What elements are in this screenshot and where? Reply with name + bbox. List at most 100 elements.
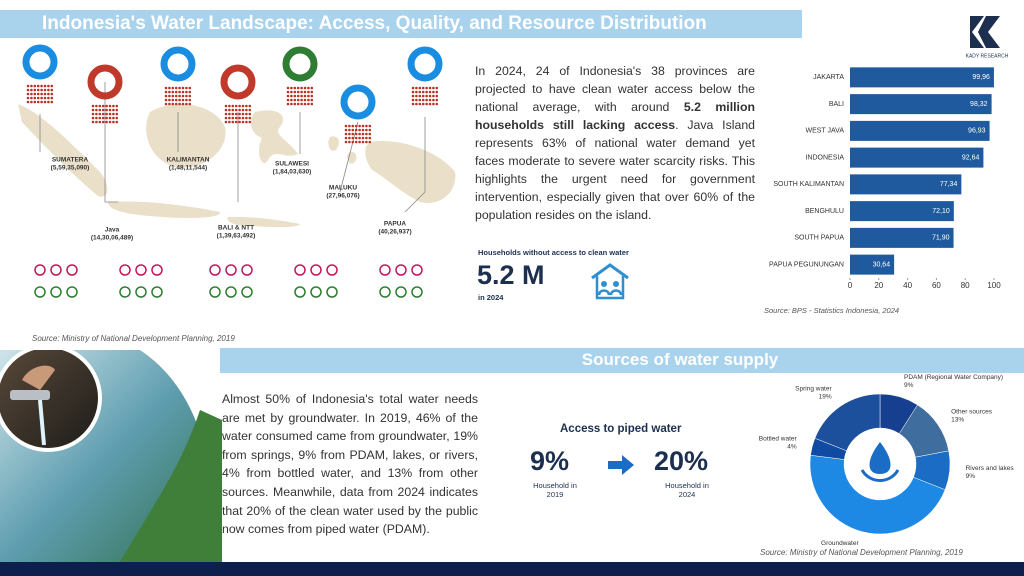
bar — [850, 147, 984, 168]
indicator-dot — [105, 120, 108, 124]
indicator-dot — [418, 86, 422, 90]
indicator-dot — [368, 140, 372, 144]
indicator-dot — [228, 104, 231, 108]
indicator-dot — [248, 104, 252, 108]
indicator-dot — [428, 98, 432, 102]
indicator-dot — [33, 84, 37, 88]
indicator-dot — [224, 112, 228, 116]
indicator-dot — [115, 116, 119, 120]
indicator-dot — [171, 98, 175, 102]
region-population: (40,26,937) — [378, 229, 411, 236]
indicator-dot — [26, 100, 30, 104]
indicator-dot — [112, 120, 115, 124]
indicator-dot — [164, 98, 168, 102]
indicator-dot — [101, 120, 105, 124]
indicator-dot — [296, 102, 300, 106]
indicator-dot — [43, 92, 47, 96]
intro-text: . Java Island represents 63% of national… — [475, 118, 755, 222]
indicator-icon — [135, 286, 147, 298]
indicator-dot — [238, 108, 241, 112]
region-population: (5,59,35,090) — [51, 165, 90, 172]
indicator-dot — [300, 94, 303, 98]
value-label: 30,64 — [873, 261, 891, 268]
arrow — [608, 455, 634, 475]
indicator-dot — [47, 84, 50, 88]
indicator-dot — [95, 116, 98, 120]
indicator-dot — [303, 90, 307, 94]
indicator-dot — [224, 116, 228, 120]
indicator-dot — [178, 94, 181, 98]
indicator-dot — [185, 98, 188, 102]
slice-name: Spring water — [795, 386, 832, 393]
indicator-dot — [421, 90, 425, 94]
indicator-icon — [241, 286, 253, 298]
indicator-dot — [26, 88, 30, 92]
indicator-dot — [224, 120, 228, 124]
indicator-dot — [181, 94, 185, 98]
indicator-dot — [40, 84, 43, 88]
indicator-dot — [248, 116, 252, 120]
region-name: SUMATERA — [52, 157, 89, 164]
indicator-icon — [241, 264, 253, 276]
indicator-dot — [188, 90, 192, 94]
indicator-dot — [348, 128, 351, 132]
x-tick-label: 60 — [932, 281, 941, 290]
indicator-dot — [101, 112, 105, 116]
indicator-dot — [181, 98, 185, 102]
intro-highlight: 5.2 million households still lacking acc… — [475, 100, 755, 132]
indicator-dot — [361, 128, 365, 132]
slice-name: Bottled water — [759, 435, 798, 442]
indicator-dot — [26, 96, 30, 100]
indicator-dot — [432, 86, 435, 90]
indicator-dot — [181, 90, 185, 94]
indicator-dot — [105, 112, 108, 116]
indicator-dot — [432, 102, 435, 106]
indicator-dot — [344, 132, 348, 136]
indicator-dot — [168, 86, 171, 90]
slice-value: 19% — [819, 394, 832, 401]
indicator-icon — [66, 264, 78, 276]
indicator-dot — [351, 140, 355, 144]
region-name: KALIMANTAN — [167, 157, 210, 164]
indicator-dot — [425, 86, 428, 90]
indicator-dot — [43, 84, 47, 88]
indicator-dot — [43, 88, 47, 92]
indicator-dot — [40, 92, 43, 96]
indicator-icon — [379, 286, 391, 298]
indicator-dot — [428, 86, 432, 90]
indicator-dot — [354, 140, 358, 144]
indicator-dot — [368, 132, 372, 136]
indicator-dot — [43, 96, 47, 100]
indicator-dot — [43, 100, 47, 104]
bar — [850, 67, 994, 88]
indicator-dot — [365, 128, 368, 132]
indicator-dot — [418, 102, 422, 106]
indicator-dot — [368, 124, 372, 128]
indicator-dot — [112, 112, 115, 116]
slice-value: 4% — [787, 443, 797, 450]
indicator-icon — [209, 264, 221, 276]
indicator-dot — [101, 108, 105, 112]
indicator-dot — [241, 108, 245, 112]
bar — [850, 254, 895, 275]
indicator-icon — [225, 264, 237, 276]
indicator-dot — [185, 94, 188, 98]
indicator-dot — [185, 102, 188, 106]
indicator-dot — [91, 116, 95, 120]
indicator-dot — [307, 98, 310, 102]
category-label: SOUTH KALIMANTAN — [773, 181, 844, 188]
indicator-dot — [188, 86, 192, 90]
indicator-dot — [348, 140, 351, 144]
map: SUMATERA(5,59,35,090) KALIMANTAN(1,48,11,… — [18, 44, 456, 298]
x-tick-label: 100 — [987, 281, 1001, 290]
indicator-dot — [171, 94, 175, 98]
indicator-dot — [310, 98, 314, 102]
indicator-dot — [178, 86, 181, 90]
indicator-dot — [435, 86, 439, 90]
indicator-dot — [245, 120, 248, 124]
indicator-dot — [310, 102, 314, 106]
indicator-dot — [248, 108, 252, 112]
indicator-dot — [40, 88, 43, 92]
indicator-dot — [418, 98, 422, 102]
